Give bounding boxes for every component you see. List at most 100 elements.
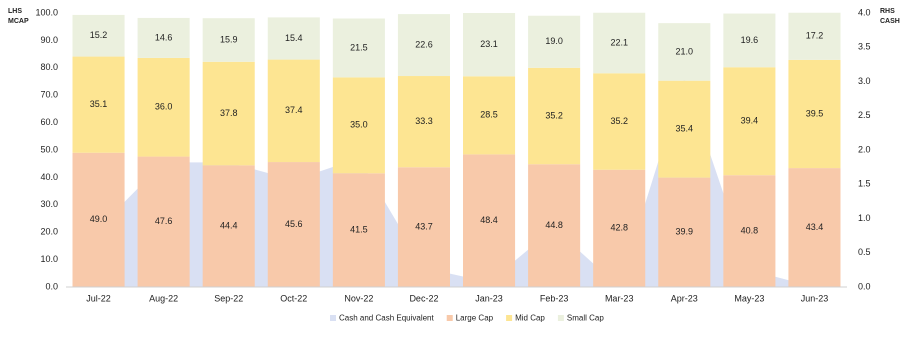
legend-label: Large Cap: [456, 314, 494, 323]
y2-tick-label: 1.5: [858, 179, 871, 189]
y-tick-label: 0.0: [45, 281, 58, 291]
bar: [593, 169, 646, 287]
bar: [723, 13, 776, 68]
bar: [463, 154, 516, 287]
data-label: 44.4: [220, 221, 238, 231]
legend-label: Small Cap: [567, 314, 604, 323]
x-tick-label: Jul-22: [86, 293, 111, 303]
y2-tick-label: 1.0: [858, 213, 871, 223]
y-label-top: LHS: [8, 8, 22, 15]
legend-swatch: [557, 315, 564, 321]
y2-label-top: RHS: [880, 8, 895, 15]
x-tick-label: Oct-22: [280, 293, 307, 303]
bar: [723, 67, 776, 176]
bar: [332, 18, 385, 78]
bar: [593, 73, 646, 170]
data-label: 39.9: [676, 227, 694, 237]
legend-label: Mid Cap: [515, 314, 545, 323]
x-tick-label: Jun-23: [801, 293, 829, 303]
bar: [267, 162, 320, 287]
bar: [658, 177, 711, 287]
data-label: 42.8: [610, 223, 628, 233]
bar: [267, 59, 320, 163]
data-label: 19.6: [741, 35, 759, 45]
y-tick-label: 30.0: [40, 199, 58, 209]
y-tick-label: 50.0: [40, 144, 58, 154]
x-tick-label: Dec-22: [409, 293, 438, 303]
legend-swatch: [446, 315, 453, 321]
bar: [137, 57, 190, 157]
y-tick-label: 20.0: [40, 227, 58, 237]
bar: [72, 152, 125, 287]
data-label: 49.0: [90, 214, 108, 224]
bar: [463, 76, 516, 155]
bar: [72, 14, 125, 57]
data-label: 41.5: [350, 225, 368, 235]
bar: [593, 12, 646, 74]
y-tick-label: 100.0: [35, 7, 58, 17]
data-label: 45.6: [285, 219, 303, 229]
data-label: 14.6: [155, 32, 173, 42]
x-tick-label: Nov-22: [344, 293, 373, 303]
y-tick-label: 60.0: [40, 117, 58, 127]
y-tick-label: 80.0: [40, 62, 58, 72]
y-tick-label: 70.0: [40, 90, 58, 100]
data-label: 37.4: [285, 105, 303, 115]
bar: [528, 15, 581, 68]
y-tick-label: 40.0: [40, 172, 58, 182]
y2-tick-label: 0.5: [858, 247, 871, 257]
data-label: 37.8: [220, 108, 238, 118]
bar: [788, 12, 841, 60]
bar: [397, 167, 450, 287]
data-label: 35.0: [350, 120, 368, 130]
data-label: 22.1: [610, 37, 628, 47]
data-label: 36.0: [155, 102, 173, 112]
y-tick-label: 10.0: [40, 254, 58, 264]
data-label: 21.0: [676, 46, 694, 56]
bar: [788, 59, 841, 169]
bar: [137, 156, 190, 287]
data-label: 43.4: [806, 222, 824, 232]
y2-tick-label: 0.0: [858, 281, 871, 291]
x-tick-label: Sep-22: [214, 293, 243, 303]
data-label: 35.2: [610, 116, 628, 126]
data-label: 33.3: [415, 116, 433, 126]
data-label: 35.1: [90, 99, 108, 109]
bar: [397, 14, 450, 77]
bar: [332, 173, 385, 287]
bar: [723, 175, 776, 287]
data-label: 19.0: [545, 36, 563, 46]
bar: [72, 56, 125, 153]
x-tick-label: Aug-22: [149, 293, 178, 303]
bar: [137, 17, 190, 58]
bar: [528, 67, 581, 165]
x-tick-label: May-23: [734, 293, 764, 303]
data-label: 39.4: [741, 116, 759, 126]
x-tick-label: Mar-23: [605, 293, 634, 303]
data-label: 47.6: [155, 216, 173, 226]
bar: [788, 168, 841, 287]
bar: [202, 18, 255, 62]
data-label: 15.2: [90, 30, 108, 40]
y2-tick-label: 4.0: [858, 7, 871, 17]
data-label: 28.5: [480, 110, 498, 120]
data-label: 39.5: [806, 108, 824, 118]
legend-swatch: [506, 315, 513, 321]
data-label: 21.5: [350, 42, 368, 52]
y2-tick-label: 3.5: [858, 42, 871, 52]
data-label: 43.7: [415, 222, 433, 232]
data-label: 40.8: [741, 225, 759, 235]
bar: [332, 77, 385, 174]
legend-label: Cash and Cash Equivalent: [339, 314, 435, 323]
x-tick-label: Jan-23: [475, 293, 503, 303]
bar: [202, 61, 255, 166]
y-label: MCAP: [8, 18, 29, 25]
y2-tick-label: 2.5: [858, 110, 871, 120]
data-label: 44.8: [545, 220, 563, 230]
bar: [463, 13, 516, 77]
x-tick-label: Apr-23: [671, 293, 698, 303]
y-tick-label: 90.0: [40, 35, 58, 45]
bar: [658, 80, 711, 178]
bar: [202, 165, 255, 287]
